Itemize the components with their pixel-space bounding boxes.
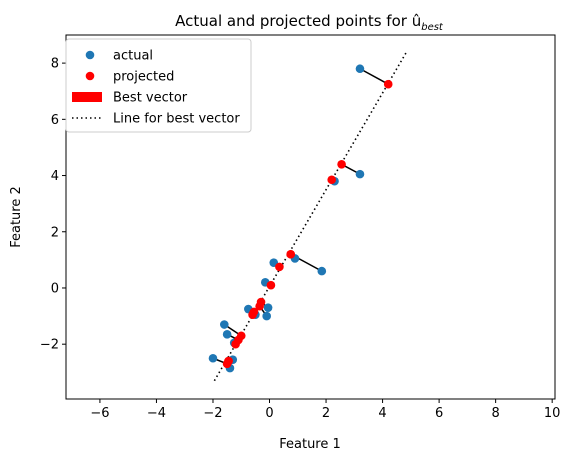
chart-title-subscript: best bbox=[421, 22, 444, 33]
actual-point bbox=[222, 330, 232, 339]
y-tick-label: 0 bbox=[51, 281, 59, 296]
actual-point bbox=[208, 353, 218, 363]
best-vector-line bbox=[213, 51, 408, 382]
actual-point bbox=[219, 320, 229, 329]
projected-point bbox=[337, 159, 346, 169]
x-tick-label: 0 bbox=[265, 406, 273, 421]
x-tick-label: 2 bbox=[322, 406, 330, 421]
legend-patch-best-vector bbox=[72, 92, 102, 102]
legend-box bbox=[65, 38, 252, 133]
projected-point bbox=[383, 79, 393, 89]
projected-point bbox=[249, 307, 259, 317]
legend: actual projected Best vector Line for best … bbox=[65, 38, 252, 133]
projection-connector bbox=[359, 68, 389, 85]
actual-point bbox=[262, 311, 271, 321]
actual-point bbox=[263, 303, 273, 312]
projected-point bbox=[231, 339, 240, 349]
actual-point bbox=[355, 169, 365, 179]
y-axis-ticks: −2 0 2 4 6 8 bbox=[40, 57, 66, 353]
x-tick-label: 4 bbox=[378, 406, 386, 421]
y-tick-label: 4 bbox=[51, 169, 59, 184]
projected-point bbox=[255, 301, 264, 311]
projected-point bbox=[266, 280, 276, 290]
projected-point bbox=[327, 175, 336, 185]
plot-area bbox=[208, 51, 408, 382]
y-tick-label: 6 bbox=[51, 113, 59, 128]
chart-title-main: Actual and projected points for û bbox=[175, 12, 421, 30]
projected-point bbox=[275, 262, 284, 272]
projected-point bbox=[286, 249, 296, 259]
x-tick-label: 10 bbox=[544, 406, 561, 421]
legend-marker-actual bbox=[85, 50, 95, 60]
x-tick-label: 6 bbox=[435, 406, 443, 421]
actual-point bbox=[355, 64, 365, 74]
x-tick-label: −6 bbox=[90, 406, 109, 421]
y-axis-label: Feature 2 bbox=[9, 186, 24, 248]
x-tick-label: −4 bbox=[147, 406, 166, 421]
legend-label: actual bbox=[113, 49, 153, 64]
legend-label: projected bbox=[113, 70, 174, 85]
x-tick-label: −2 bbox=[203, 406, 222, 421]
axes-frame bbox=[65, 34, 556, 400]
legend-marker-projected bbox=[85, 71, 95, 81]
x-axis-ticks: −6 −4 −2 0 2 4 6 8 10 bbox=[90, 399, 560, 421]
legend-label: Best vector bbox=[113, 91, 188, 106]
projected-point bbox=[224, 356, 233, 366]
x-axis-label: Feature 1 bbox=[279, 437, 341, 452]
y-tick-label: 2 bbox=[51, 225, 59, 240]
x-tick-label: 8 bbox=[492, 406, 500, 421]
actual-point bbox=[317, 266, 327, 276]
y-tick-label: 8 bbox=[51, 57, 59, 72]
chart-title: Actual and projected points for ûbest bbox=[175, 12, 444, 33]
legend-label: Line for best vector bbox=[113, 112, 240, 127]
y-tick-label: −2 bbox=[40, 338, 59, 353]
